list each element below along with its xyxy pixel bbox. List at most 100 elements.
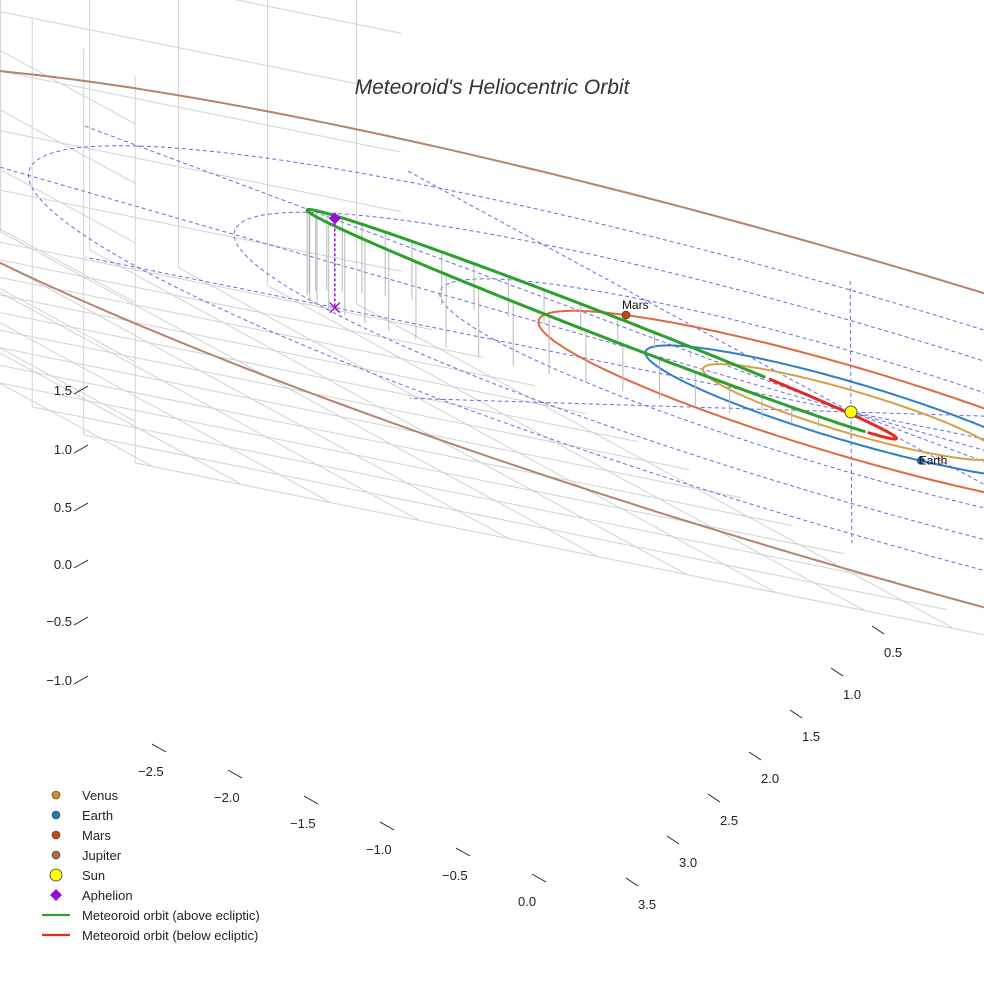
z-tick (73, 675, 89, 685)
grid-layer (0, 0, 984, 636)
x-tick (303, 795, 319, 805)
y-tick-label: 0.5 (884, 645, 902, 660)
meteoroid-orbit (305, 208, 898, 441)
y-tick (748, 751, 762, 761)
mars-marker (621, 310, 631, 320)
legend-dot (51, 830, 61, 840)
x-tick (531, 873, 547, 883)
x-tick (151, 743, 167, 753)
x-tick-label: −2.5 (138, 764, 164, 779)
x-tick-label: −1.0 (366, 842, 392, 857)
grid-line (178, 267, 777, 594)
x-tick (227, 769, 243, 779)
aphelion-marker (328, 212, 341, 225)
orbit-venus (701, 363, 984, 461)
legend-label: Venus (82, 787, 119, 803)
y-tick (666, 835, 680, 845)
aphelion-projection-marker (329, 302, 341, 314)
legend-marker (38, 785, 74, 805)
legend-marker (38, 805, 74, 825)
legend-marker (38, 925, 74, 945)
z-tick (73, 559, 89, 569)
legend: Venus Earth Mars Jupiter Sun Aphelion Meteoroi… (38, 785, 260, 945)
meteoroid-orbit-below (768, 377, 898, 441)
meteoroid-drop-lines (306, 209, 819, 428)
legend-label: Sun (82, 867, 106, 883)
orbit-earth (644, 344, 984, 475)
grid-line (0, 382, 154, 468)
y-tick (830, 667, 844, 677)
grid-line (0, 189, 402, 422)
grid-line (0, 364, 793, 527)
grid-line (89, 249, 688, 576)
meteoroid-orbit-above (305, 208, 766, 379)
legend-marker (38, 845, 74, 865)
y-tick (625, 877, 639, 887)
ecliptic-circle (439, 278, 984, 509)
chart-title: Meteoroid's Heliocentric Orbit (354, 76, 630, 99)
planet-orbits (0, 70, 984, 609)
legend-label: Meteoroid orbit (below ecliptic) (82, 927, 259, 943)
earth-label: Earth (919, 454, 948, 468)
x-tick (455, 847, 471, 857)
grid-line (0, 276, 536, 387)
y-tick-label: 2.0 (761, 771, 779, 786)
ecliptic-radial (409, 397, 984, 417)
legend-item-aphelion: Aphelion (38, 885, 260, 905)
grid-line (32, 406, 896, 583)
y-tick-label: 1.5 (802, 729, 820, 744)
legend-dot (51, 790, 61, 800)
ecliptic-radial (407, 170, 984, 485)
grid-line (0, 382, 845, 555)
x-tick-label: −2.0 (214, 790, 240, 805)
legend-dot (49, 868, 63, 882)
x-tick-label: 0.0 (518, 894, 536, 909)
legend-dot (51, 850, 61, 860)
z-tick (73, 444, 89, 454)
meteoroid-orbit-above (316, 215, 867, 434)
grid-line (0, 231, 599, 558)
legend-dot (51, 810, 61, 820)
grid-line (0, 261, 510, 540)
x-tick-label: −1.5 (290, 816, 316, 831)
legend-item-venus: Venus (38, 785, 260, 805)
grid-line (83, 434, 948, 611)
legend-label: Jupiter (82, 847, 122, 863)
orbit-jupiter (0, 70, 984, 609)
legend-item-sun: Sun (38, 865, 260, 885)
legend-label: Meteoroid orbit (above ecliptic) (82, 907, 260, 923)
legend-label: Mars (82, 827, 111, 843)
z-tick-label: 0.0 (54, 557, 72, 572)
legend-item-jupiter: Jupiter (38, 845, 260, 865)
earth-marker (916, 456, 925, 465)
grid-line (0, 70, 402, 303)
z-tick-label: 0.5 (54, 500, 72, 515)
x-tick-label: −0.5 (442, 868, 468, 883)
z-tick (73, 385, 89, 395)
legend-marker (38, 825, 74, 845)
sun-marker (844, 405, 858, 419)
grid-line (0, 294, 587, 415)
grid-line (0, 312, 639, 443)
grid-line (267, 285, 866, 612)
z-tick-label: 1.0 (54, 442, 72, 457)
grid-line (0, 49, 136, 125)
z-tick (73, 502, 89, 512)
y-tick (871, 625, 885, 635)
grid-line (0, 329, 690, 471)
y-tick (789, 709, 803, 719)
legend-marker (38, 865, 74, 885)
z-tick-label: −0.5 (46, 614, 72, 629)
z-tick-label: −1.0 (46, 673, 72, 688)
ecliptic-circle (233, 211, 984, 540)
grid-line (0, 11, 402, 244)
orbit-mars (537, 309, 984, 494)
legend-item-earth: Earth (38, 805, 260, 825)
grid-line (356, 303, 955, 630)
y-tick-label: 1.0 (843, 687, 861, 702)
grid-line (135, 462, 984, 636)
y-tick (707, 793, 721, 803)
grid-line (0, 259, 484, 359)
z-tick (73, 616, 89, 626)
z-tick-label: 1.5 (54, 383, 72, 398)
